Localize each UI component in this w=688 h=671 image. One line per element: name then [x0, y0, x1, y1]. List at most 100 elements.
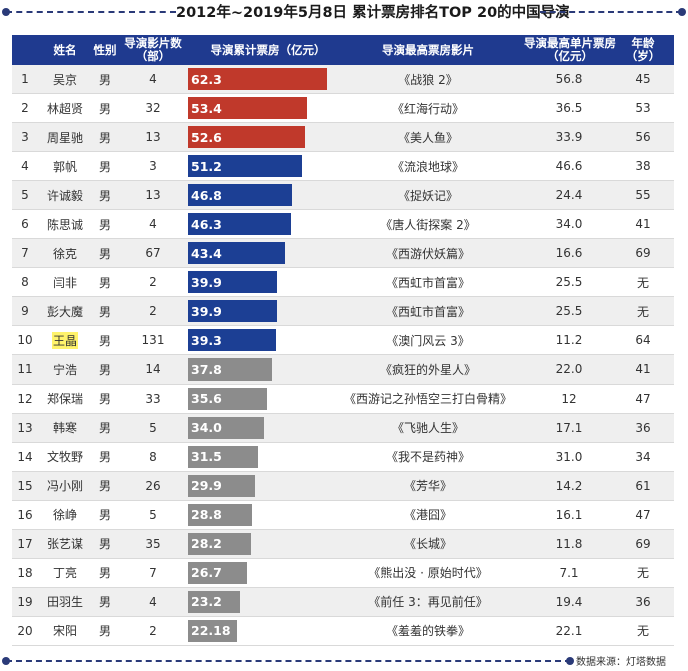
film-count-cell: 5: [149, 420, 157, 435]
age-cell: 36: [635, 420, 651, 435]
director-name-cell: 宋阳: [52, 624, 77, 639]
rank-cell: 19: [17, 594, 33, 609]
box-office-bar: 52.6: [188, 126, 306, 149]
header-films: 导演影片数 （部）: [124, 36, 182, 63]
age-cell: 64: [635, 333, 651, 348]
box-office-cell: 37.8: [188, 355, 384, 383]
film-count-cell: 4: [149, 72, 157, 87]
top-film-cell: 《疯狂的外星人》: [379, 362, 476, 377]
table-row: 6 陈思诚男 4 46.3 《唐人街探案 2》 34.0 41: [12, 210, 674, 240]
rank-cell: 7: [21, 246, 29, 261]
age-cell: 无: [636, 304, 649, 319]
top-film-cell: 《美人鱼》: [397, 130, 458, 145]
top-single-box-office-cell: 14.2: [555, 478, 583, 493]
sex-cell: 男: [98, 450, 111, 465]
age-cell: 47: [635, 507, 651, 522]
film-count-cell: 33: [145, 391, 161, 406]
header-age: 年龄 （岁）: [625, 36, 661, 63]
box-office-bar: 39.9: [188, 300, 277, 323]
film-count-cell: 131: [141, 333, 165, 348]
director-name-cell: 闫非: [52, 275, 77, 290]
rank-cell: 9: [21, 304, 29, 319]
rank-cell: 10: [17, 333, 33, 348]
rank-cell: 8: [21, 275, 29, 290]
top-single-box-office-cell: 24.4: [555, 188, 583, 203]
top-single-box-office-cell: 31.0: [555, 449, 583, 464]
table-row: 17 张艺谋男 35 28.2 《长城》 11.8 69: [12, 529, 674, 559]
age-cell: 41: [635, 362, 651, 377]
top-single-box-office-cell: 22.0: [555, 362, 583, 377]
top-single-box-office-cell: 16.6: [555, 246, 583, 261]
box-office-bar: 43.4: [188, 242, 285, 265]
box-office-cell: 46.8: [188, 181, 384, 209]
director-name-cell: 徐克: [52, 246, 77, 261]
box-office-bar: 31.5: [188, 445, 259, 468]
box-office-cell: 29.9: [188, 472, 384, 500]
box-office-bar: 62.3: [188, 68, 327, 91]
box-office-cell: 43.4: [188, 239, 384, 267]
box-office-bar: 46.3: [188, 213, 292, 236]
sex-cell: 男: [98, 479, 111, 494]
director-name-cell: 韩寒: [52, 421, 77, 436]
table-row: 14 文牧野男 8 31.5 《我不是药神》 31.0 34: [12, 442, 674, 472]
top-film-cell: 《捉妖记》: [397, 188, 458, 203]
table-row: 12 郑保瑞男 33 35.6 《西游记之孙悟空三打白骨精》 12 47: [12, 384, 674, 414]
sex-cell: 男: [98, 566, 111, 581]
sex-cell: 男: [98, 333, 111, 348]
header-box-office: 导演累计票房（亿元）: [210, 42, 326, 57]
box-office-bar: 46.8: [188, 184, 293, 207]
table-row: 8 闫非 男 2 39.9 《西虹市首富》 25.5 无: [12, 268, 674, 298]
top-single-box-office-cell: 12: [561, 391, 577, 406]
rank-cell: 3: [21, 130, 29, 145]
box-office-bar: 22.18: [188, 619, 238, 642]
age-cell: 69: [635, 246, 651, 261]
film-count-cell: 14: [145, 362, 161, 377]
top-single-box-office-cell: 16.1: [555, 507, 583, 522]
director-name-cell: 丁亮: [52, 566, 77, 581]
top-film-cell: 《飞驰人生》: [391, 421, 464, 436]
box-office-bar: 39.3: [188, 329, 276, 352]
header-sex: 性别: [93, 42, 117, 57]
age-cell: 69: [635, 536, 651, 551]
rank-cell: 16: [17, 507, 33, 522]
age-cell: 无: [636, 566, 649, 581]
box-office-cell: 53.4: [188, 94, 384, 122]
title-bar: 2012年~2019年5月8日 累计票房排名TOP 20的中国导演: [0, 0, 688, 26]
table-row: 3 周星驰男 13 52.6 《美人鱼》 33.9 56: [12, 123, 674, 153]
sex-cell: 男: [98, 246, 111, 261]
rank-cell: 17: [17, 536, 33, 551]
top-film-cell: 《熊出没 · 原始时代》: [368, 566, 488, 581]
rank-cell: 4: [21, 159, 29, 174]
film-count-cell: 2: [149, 623, 157, 638]
age-cell: 55: [635, 188, 651, 203]
box-office-bar: 26.7: [188, 561, 248, 584]
director-name-cell: 陈思诚: [46, 217, 83, 232]
director-name-cell: 彭大魔: [46, 304, 83, 319]
box-office-bar: 28.2: [188, 532, 251, 555]
highlighted-name: 王晶: [51, 331, 78, 349]
top-film-cell: 《唐人街探案 2》: [380, 217, 476, 232]
box-office-cell: 35.6: [188, 385, 384, 413]
table-row: 10 王晶 男 131 39.3 《澳门风云 3》 11.2 64: [12, 326, 674, 356]
top-single-box-office-cell: 56.8: [555, 72, 583, 87]
rank-cell: 2: [21, 101, 29, 116]
film-count-cell: 4: [149, 217, 157, 232]
age-cell: 36: [635, 594, 651, 609]
box-office-cell: 22.18: [188, 617, 384, 645]
table-row: 18 丁亮 男 7 26.7 《熊出没 · 原始时代》 7.1 无: [12, 558, 674, 588]
box-office-bar: 37.8: [188, 358, 273, 381]
header-top-single: 导演最高单片票房 （亿元）: [524, 36, 616, 63]
table-row: 13 韩寒 男 5 34.0 《飞驰人生》 17.1 36: [12, 413, 674, 443]
film-count-cell: 8: [149, 449, 157, 464]
title-divider-left: [6, 11, 176, 13]
top-film-cell: 《流浪地球》: [391, 159, 464, 174]
rank-cell: 15: [17, 478, 33, 493]
director-name-cell: 张艺谋: [46, 537, 83, 552]
box-office-bar: 53.4: [188, 97, 307, 120]
top-single-box-office-cell: 7.1: [559, 565, 579, 580]
age-cell: 41: [635, 217, 651, 232]
top-film-cell: 《我不是药神》: [385, 450, 470, 465]
director-name-cell: 郭帆: [52, 159, 77, 174]
top-single-box-office-cell: 25.5: [555, 275, 583, 290]
top-film-cell: 《港囧》: [403, 508, 452, 523]
